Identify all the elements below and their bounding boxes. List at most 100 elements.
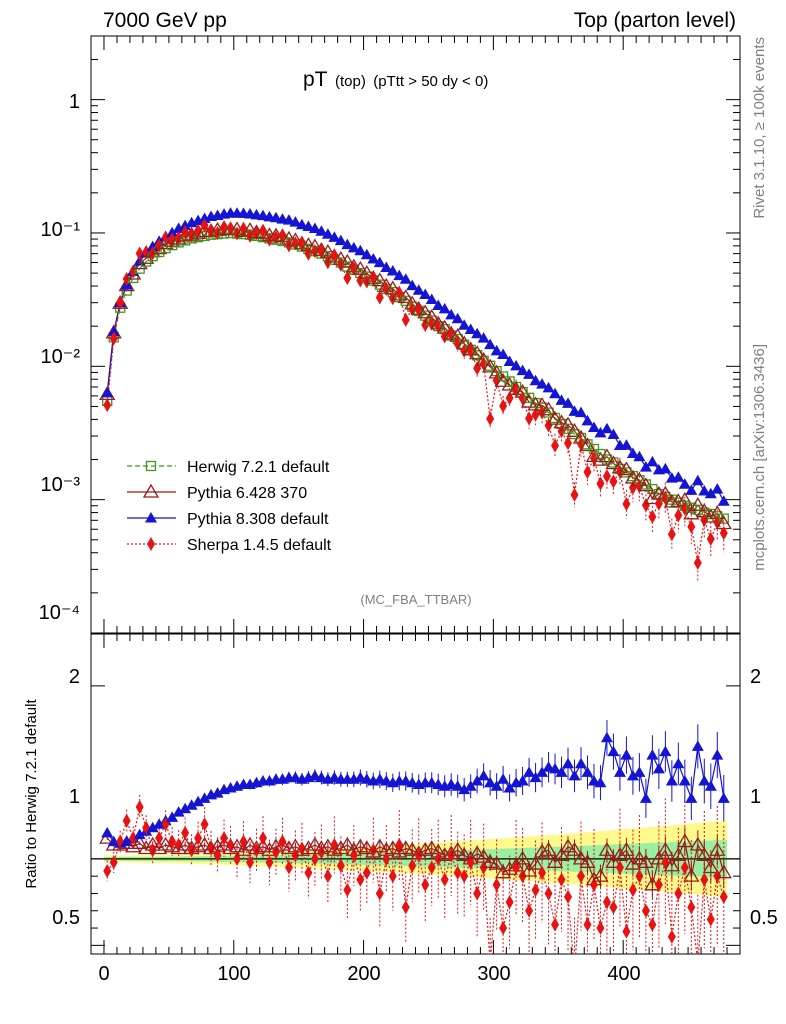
pythia8-point [289,216,302,227]
ratio-sherpa-line [106,804,725,954]
pythia8-point [282,214,295,225]
pythia8-point [386,265,399,276]
ratio-sherpa-point [278,834,287,849]
ratio-pythia6-point [151,840,168,855]
legend-marker-herwig [127,460,176,472]
pythia6-point [397,289,414,304]
ratio-pythia8-point [678,775,691,786]
ratio-pythia8-point [568,769,581,781]
pythia8-point [464,323,477,334]
pythia8-point [458,319,471,330]
ratio-sherpa-point [271,844,280,859]
ratio-pythia8-point [211,787,224,798]
ratio-pythia6-point [138,840,155,855]
top-ytick-label-0: 1 [69,91,80,113]
pythia6-point [702,508,719,523]
ratio-sherpa-point [473,886,482,901]
pythia6-point [391,286,408,301]
ratio-pythia8-point [471,775,484,786]
pythia8-point [347,241,360,253]
ratio-sherpa-point [297,841,306,856]
ratio-sherpa-point [505,895,514,910]
legend-square-herwig [145,460,157,472]
ratio-pythia6-point [696,847,713,862]
pythia8-point [529,374,542,386]
pythia8-point [341,238,354,250]
ratio-ytick-label-right-0: 2 [750,666,761,688]
ratio-pythia8-point [536,766,549,777]
pythia6-point [482,358,499,373]
herwig-point [686,502,697,513]
ratio-pythia6-point [702,859,719,874]
sherpa-point [609,474,618,489]
ratio-sherpa-point [628,883,637,897]
ratio-ytick-label-0: 2 [69,666,80,688]
pythia8-point [672,471,685,482]
pythia6-point [644,490,661,505]
pythia6-point [605,455,622,470]
plot-title: pT (top) (pTtt > 50 dy < 0) [303,68,488,91]
ratio-sherpa-point [310,851,319,866]
xtick-label-2: 200 [347,963,380,985]
pythia6-point [151,240,168,255]
ratio-sherpa-point [168,834,177,849]
ratio-sherpa-point [382,851,391,866]
ratio-sherpa-point [544,886,553,901]
ratio-sherpa-point [615,860,624,875]
ratio-sherpa-point [194,831,203,846]
sherpa-point [674,508,683,523]
ratio-sherpa-point [109,855,118,870]
pythia6-point [189,224,207,239]
ratio-pythia6-point [637,854,655,868]
ratio-sherpa-point [440,872,449,887]
pythia8-point [542,381,555,393]
ratio-pythia8-point [711,749,724,760]
ratio-ytick-label-1: 1 [69,786,80,808]
pythia8-point [438,302,451,314]
pythia8-point [166,226,179,238]
ratio-pythia8-point [172,806,185,817]
pythia8-point [334,234,347,246]
legend-label-sherpa: Sherpa 1.4.5 default [187,537,332,554]
ratio-pythia6-point [222,840,239,855]
ratio-pythia6-point [371,838,388,853]
ratio-pythia8-point [594,776,607,788]
sherpa-point [486,411,495,426]
ratio-pythia8-point [717,792,730,803]
pythia8-point [626,447,639,458]
ratio-pythia6-point [196,836,213,851]
ratio-pythia6-point [709,841,726,856]
pythia8-point [698,485,711,496]
ratio-pythia6-point [611,847,629,862]
ratio-sherpa-point [680,860,689,875]
pythia6-point [689,497,706,511]
ratio-pythia8-point [659,745,672,757]
ratio-pythia8-point [120,835,133,847]
pythia8-point [523,368,536,379]
pythia8-point [107,325,120,337]
ratio-pythia6-point [618,841,635,856]
ratio-pythia8-point [620,749,633,760]
ratio-pythia8-point [646,749,659,760]
ratio-pythia6-point [494,864,512,879]
ratio-pythia6-point [624,855,642,870]
ratio-pythia8-point [704,780,717,791]
ratio-pythia8-point [600,731,613,743]
ratio-pythia8-point [503,781,516,793]
pythia8-point [555,394,568,405]
ratio-sherpa-point [538,865,547,880]
ratio-pythia6-point [650,850,668,865]
ratio-pythia6-point [663,857,680,872]
legend: Herwig 7.2.1 default Pythia 6.428 370 Py… [127,459,332,554]
ratio-pythia6-point [358,840,375,855]
ratio-pythia6-point [306,836,324,851]
x-axis-ticks [90,36,741,954]
pythia8-point [562,397,575,408]
pythia6-point [592,451,609,466]
ratio-pythia6-point [533,843,551,858]
herwig-point [608,457,619,468]
pythia6-point [371,272,388,287]
ratio-axis-ticks [91,685,740,946]
ratio-sherpa-point [356,872,365,887]
sherpa-point [551,438,560,453]
